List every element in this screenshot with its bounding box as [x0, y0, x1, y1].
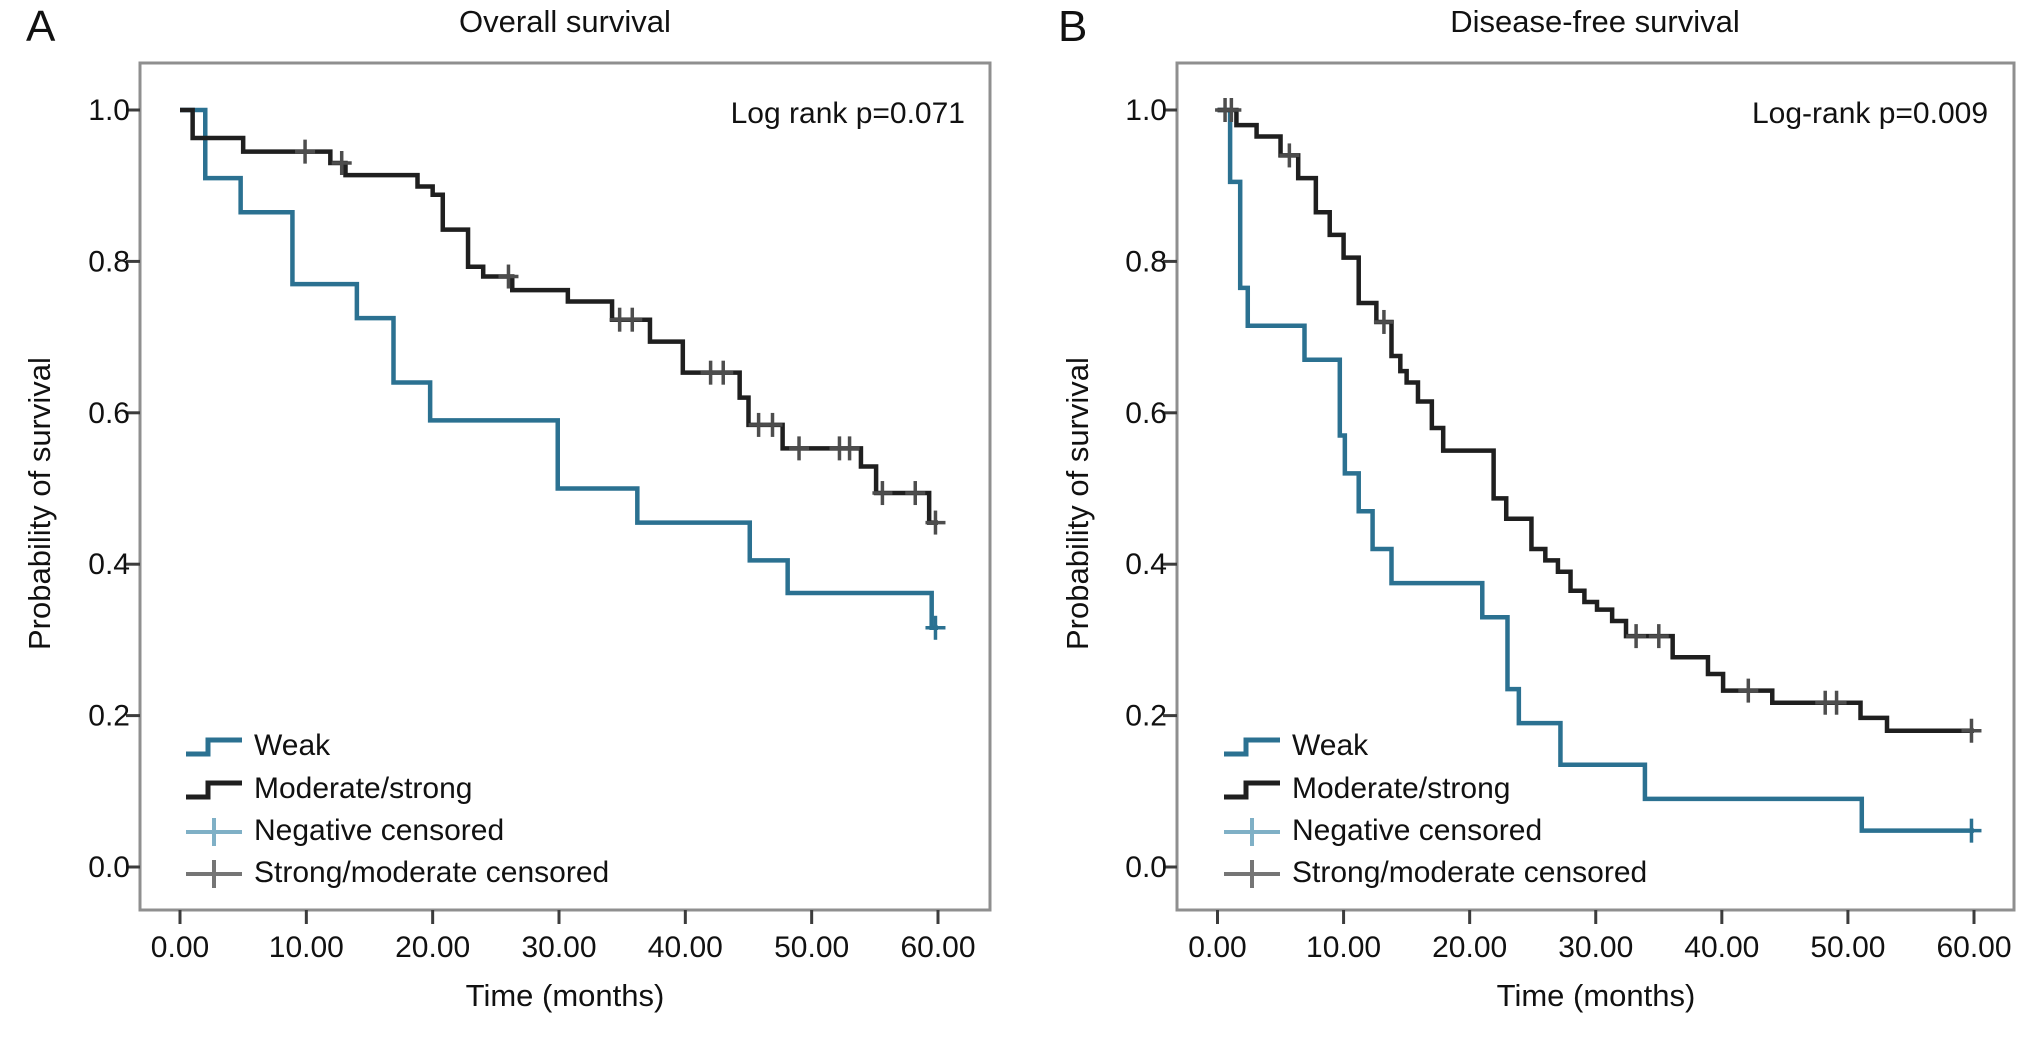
- y-axis-tick-label: 0.6: [88, 397, 130, 430]
- legend-label: Weak: [1292, 729, 1369, 762]
- censor-mark-moderate-strong: [1826, 690, 1847, 715]
- censor-mark-moderate-strong: [1961, 718, 1982, 743]
- weak-step-icon: [1224, 737, 1280, 757]
- censor-mark-moderate-strong: [295, 139, 316, 164]
- legend-label: Weak: [254, 729, 331, 762]
- panel-a-letter: A: [26, 2, 56, 51]
- series-moderate-strong-line: [1217, 107, 1974, 733]
- censor-mark-moderate-strong: [872, 481, 893, 506]
- legend-item-weak: Weak: [1222, 726, 1368, 766]
- y-axis-tick-label: 0.0: [1125, 851, 1167, 884]
- panel-b: 0.00 10.00 20.00 30.00 40.00 50.00 60.00 1.0 0.8…: [1125, 61, 2016, 964]
- negative-censored-plus-icon: [186, 818, 242, 846]
- x-axis-tick-label: 20.00: [1432, 931, 1507, 964]
- x-axis-tick-label: 20.00: [395, 931, 470, 964]
- x-axis-tick-label: 10.00: [269, 931, 344, 964]
- panel-a-pvalue: Log rank p=0.071: [730, 97, 965, 130]
- y-axis-tick-label: 0.4: [88, 548, 130, 581]
- plot-border: [138, 61, 992, 912]
- censor-mark-moderate-strong: [713, 360, 734, 385]
- x-axis-tick-label: 30.00: [521, 931, 596, 964]
- censor-mark-moderate-strong: [498, 264, 519, 289]
- legend-item-negative-censored: Negative censored: [1222, 811, 1542, 851]
- censor-mark-moderate-strong: [1648, 624, 1669, 649]
- legend-label: Strong/moderate censored: [1292, 856, 1648, 889]
- censor-mark-moderate-strong: [1373, 309, 1394, 334]
- censor-mark-moderate-strong: [789, 436, 810, 461]
- censor-mark-moderate-strong: [762, 412, 783, 437]
- moderate-strong-step-icon: [1224, 780, 1280, 800]
- negative-censored-plus-icon: [1224, 818, 1280, 846]
- panel-b-yaxis-title: Probability of survival: [1060, 357, 1095, 650]
- censor-mark-moderate-strong: [1626, 624, 1647, 649]
- censor-mark-weak: [1961, 818, 1982, 843]
- legend-item-moderate-strong: Moderate/strong: [184, 769, 472, 809]
- x-axis-tick-label: 50.00: [774, 931, 849, 964]
- x-axis-tick-label: 60.00: [1936, 931, 2011, 964]
- x-axis-tick-label: 40.00: [1684, 931, 1759, 964]
- y-axis-tick-label: 0.4: [1125, 548, 1167, 581]
- censor-mark-moderate-strong: [331, 150, 352, 175]
- strong-moderate-censored-plus-icon: [186, 860, 242, 888]
- legend-item-negative-censored: Negative censored: [184, 811, 504, 851]
- legend-item-strong-moderate-censored: Strong/moderate censored: [184, 853, 609, 893]
- x-axis-tick-label: 10.00: [1306, 931, 1381, 964]
- legend-label: Moderate/strong: [254, 772, 473, 805]
- panel-a-title: Overall survival: [459, 4, 671, 39]
- y-axis-tick-label: 0.0: [88, 851, 130, 884]
- y-axis-tick-label: 0.8: [88, 245, 130, 278]
- censor-mark-moderate-strong: [1279, 143, 1300, 168]
- panel-a: 0.00 10.00 20.00 30.00 40.00 50.00 60.00 1.0 0.8…: [88, 61, 992, 964]
- panel-b-pvalue: Log-rank p=0.009: [1751, 97, 1988, 130]
- legend-label: Moderate/strong: [1292, 772, 1511, 805]
- legend-item-weak: Weak: [184, 726, 330, 766]
- weak-step-icon: [186, 737, 242, 757]
- x-axis-tick-label: 60.00: [900, 931, 975, 964]
- censor-mark-moderate-strong: [905, 481, 926, 506]
- legend-label: Negative censored: [1292, 814, 1543, 847]
- y-axis-tick-label: 1.0: [1125, 94, 1167, 127]
- x-axis-tick-label: 50.00: [1810, 931, 1885, 964]
- censor-mark-moderate-strong: [1221, 98, 1242, 122]
- x-axis-tick-label: 30.00: [1558, 931, 1633, 964]
- censor-mark-moderate-strong: [839, 436, 860, 461]
- x-axis-tick-label: 0.00: [1188, 931, 1246, 964]
- y-axis-tick-label: 0.8: [1125, 245, 1167, 278]
- panel-b-title: Disease-free survival: [1450, 4, 1740, 39]
- panel-a-yaxis-title: Probability of survival: [22, 357, 57, 650]
- moderate-strong-step-icon: [186, 780, 242, 800]
- panel-a-xaxis-title: Time (months): [465, 978, 665, 1013]
- legend-label: Strong/moderate censored: [254, 856, 610, 889]
- y-axis-tick-label: 1.0: [88, 94, 130, 127]
- censor-mark-moderate-strong: [925, 510, 946, 535]
- y-axis-tick-label: 0.2: [88, 700, 130, 733]
- x-axis-tick-label: 0.00: [151, 931, 209, 964]
- censor-mark-moderate-strong: [1738, 678, 1759, 703]
- censor-mark-moderate-strong: [622, 307, 643, 332]
- panel-b-letter: B: [1058, 2, 1088, 51]
- y-axis-tick-label: 0.2: [1125, 700, 1167, 733]
- y-axis-tick-label: 0.6: [1125, 397, 1167, 430]
- legend-label: Negative censored: [254, 814, 505, 847]
- series-weak-line: [1217, 107, 1974, 833]
- censor-mark-weak: [925, 615, 946, 640]
- x-axis-tick-label: 40.00: [648, 931, 723, 964]
- legend-item-strong-moderate-censored: Strong/moderate censored: [1222, 853, 1647, 893]
- panel-b-xaxis-title: Time (months): [1496, 978, 1696, 1013]
- strong-moderate-censored-plus-icon: [1224, 860, 1280, 888]
- legend-item-moderate-strong: Moderate/strong: [1222, 769, 1510, 809]
- series-weak-line: [180, 107, 938, 631]
